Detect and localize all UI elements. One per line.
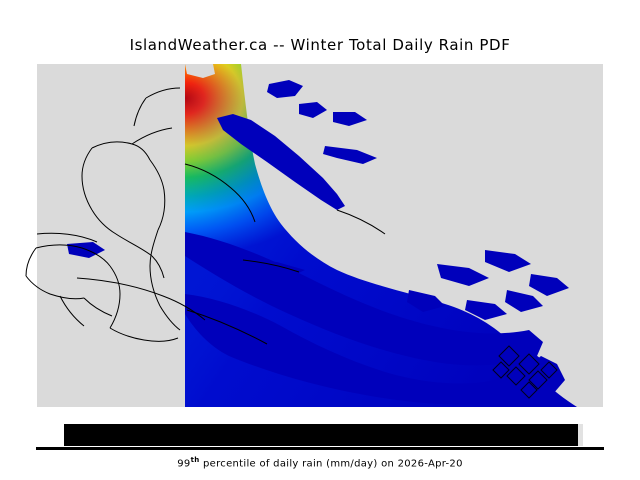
- colorbar-caption: 99th percentile of daily rain (mm/day) o…: [0, 456, 640, 469]
- rainfall-heatmap: [37, 64, 603, 407]
- colorbar-overflow-cap: [578, 424, 583, 446]
- caption-percentile-suffix: th: [190, 456, 200, 464]
- colorbar: [64, 424, 578, 446]
- caption-text: percentile of daily rain (mm/day) on 202…: [199, 458, 463, 470]
- coastline-strokes: [37, 163, 386, 345]
- coastline-detail-southeast: [492, 345, 558, 399]
- page-title: IslandWeather.ca -- Winter Total Daily R…: [129, 36, 511, 54]
- map-plot-area: [37, 64, 603, 407]
- colorbar-axis-line: [36, 447, 604, 450]
- caption-percentile: 99: [177, 458, 191, 470]
